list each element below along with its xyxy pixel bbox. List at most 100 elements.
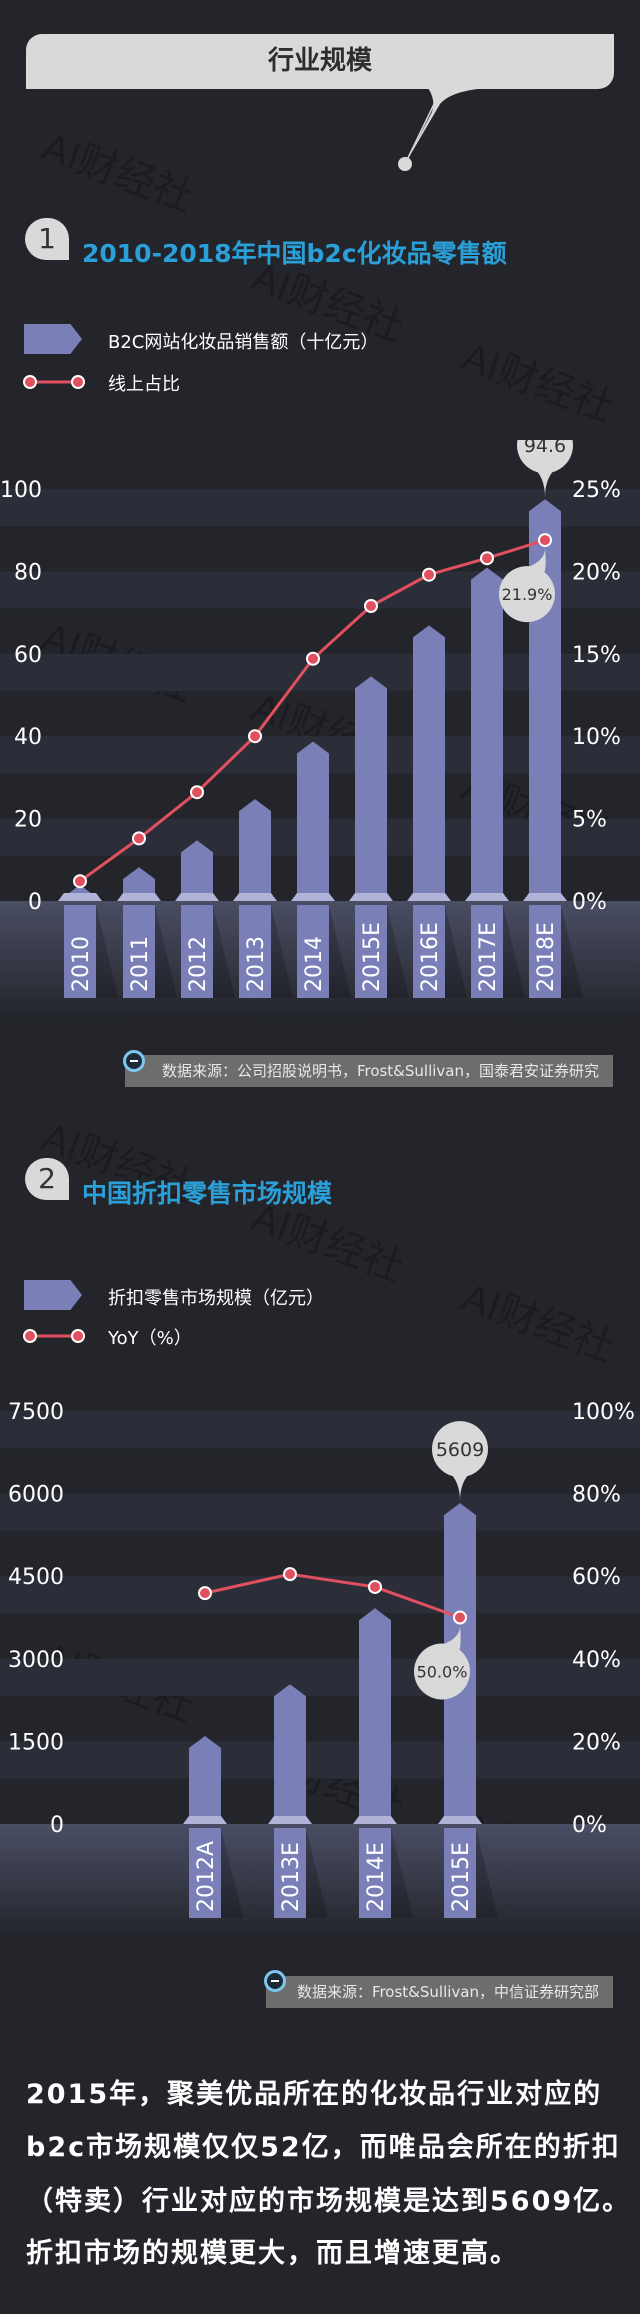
callout-pointer xyxy=(517,548,546,575)
line-point xyxy=(453,1610,467,1625)
data-source-note: 数据来源：公司招股说明书，Frost&Sullivan，国泰君安证券研究 xyxy=(125,1055,613,1087)
callout-pointer xyxy=(448,1471,472,1502)
line-point xyxy=(364,599,378,614)
x-label-box xyxy=(359,1828,391,1918)
bar-label-shadow xyxy=(503,905,525,998)
legend-line-swatch xyxy=(23,1329,85,1343)
x-label-box xyxy=(444,1828,476,1918)
x-label-box xyxy=(297,905,329,998)
y-left-tick-label: 1500 xyxy=(8,1730,64,1755)
legend-bar-label: B2C网站化妆品销售额（十亿元） xyxy=(108,332,379,353)
y-right-tick-label: 5% xyxy=(572,808,607,833)
bar-base xyxy=(291,893,335,901)
y-right-tick-label: 60% xyxy=(572,1565,621,1590)
line-point xyxy=(283,1567,297,1582)
bar-base xyxy=(268,1816,312,1824)
chart-b2c-cosmetics: 0 20 40 60 80 100 0% 5% 10% 15% 20% 25% 2010 2011 2012… xyxy=(0,440,640,1018)
x-label-box xyxy=(123,905,155,998)
callout-bubble xyxy=(517,440,573,474)
bar-label-shadow xyxy=(476,1828,498,1918)
x-label-box xyxy=(64,905,96,998)
y-right-tick-label: 40% xyxy=(572,1648,621,1673)
bar-base xyxy=(523,893,567,901)
bar-label-shadow xyxy=(96,905,118,998)
x-label-box xyxy=(413,905,445,998)
bar-base xyxy=(438,1816,482,1824)
grid-band xyxy=(0,1741,640,1779)
section-title: 中国折扣零售市场规模 xyxy=(82,1179,333,1208)
section-title: 2010-2018年中国b2c化妆品零售额 xyxy=(82,239,507,268)
y-right-tick-label: 20% xyxy=(572,560,621,585)
x-tick-label: 2010 xyxy=(69,936,94,992)
callout-bubble xyxy=(499,566,555,623)
bar-base xyxy=(407,893,451,901)
x-tick-label: 2013 xyxy=(244,936,269,992)
bar-base xyxy=(349,893,393,901)
bar-value-label: 94.6 xyxy=(524,440,566,457)
legend-bar-label: 折扣零售市场规模（亿元） xyxy=(108,1288,324,1309)
page-title: 行业规模 xyxy=(267,46,372,76)
x-label-box xyxy=(189,1828,221,1918)
summary-line: 2015年，聚美优品所在的化妆品行业对应的 xyxy=(26,2079,603,2110)
y-right-tick-label: 100% xyxy=(572,1400,635,1425)
bar xyxy=(297,741,329,901)
x-tick-label: 2013E xyxy=(279,1842,304,1912)
bar-base xyxy=(58,893,102,901)
watermark: AI财经社 xyxy=(455,1275,620,1371)
bar xyxy=(413,625,445,901)
callout-bubble xyxy=(414,1643,470,1700)
callout-bubble xyxy=(432,1421,488,1478)
axis-base-band xyxy=(0,1824,640,1938)
bar-base xyxy=(175,893,219,901)
bar xyxy=(189,1736,221,1824)
bar-label-shadow xyxy=(306,1828,328,1918)
y-right-tick-label: 25% xyxy=(572,478,621,503)
y-right-tick-label: 0% xyxy=(572,1813,607,1838)
bar-label-shadow xyxy=(445,905,467,998)
y-left-tick-label: 60 xyxy=(14,643,42,668)
x-tick-label: 2017E xyxy=(476,922,501,992)
data-source-note: 数据来源：Frost&Sullivan，中信证券研究部 xyxy=(266,1976,613,2008)
x-tick-label: 2011 xyxy=(128,936,153,992)
callout-pointer xyxy=(533,467,557,498)
line-point xyxy=(73,874,87,889)
y-right-tick-label: 80% xyxy=(572,1483,621,1508)
line-series xyxy=(204,1572,461,1619)
line-point xyxy=(198,1586,212,1601)
grid-band xyxy=(0,1658,640,1696)
y-left-tick-label: 20 xyxy=(14,808,42,833)
x-tick-label: 2014 xyxy=(302,936,327,992)
legend-line-label: 线上占比 xyxy=(108,374,180,395)
minus-circle-icon xyxy=(123,1050,145,1072)
bar xyxy=(181,840,213,901)
header-bubble xyxy=(26,34,614,89)
line-point xyxy=(538,533,552,548)
legend-line-label: YoY（%） xyxy=(108,1328,192,1349)
bar xyxy=(471,567,503,901)
y-right-tick-label: 15% xyxy=(572,643,621,668)
y-left-tick-label: 7500 xyxy=(8,1400,64,1425)
y-right-tick-label: 20% xyxy=(572,1730,621,1755)
x-tick-label: 2014E xyxy=(364,1842,389,1912)
bar xyxy=(274,1684,306,1824)
bar-label-shadow xyxy=(387,905,409,998)
line-point xyxy=(422,567,436,582)
x-tick-label: 2012A xyxy=(194,1841,219,1912)
bar-base xyxy=(465,893,509,901)
y-left-tick-label: 40 xyxy=(14,725,42,750)
minus-circle-icon xyxy=(264,1970,286,1992)
bar-label-shadow xyxy=(213,905,235,998)
x-label-box xyxy=(471,905,503,998)
x-tick-label: 2012 xyxy=(186,936,211,992)
x-tick-label: 2018E xyxy=(534,922,559,992)
x-tick-label: 2015E xyxy=(360,922,385,992)
x-tick-label: 2015E xyxy=(449,1842,474,1912)
bubble-dot-icon xyxy=(398,157,412,171)
header-bubble-tail xyxy=(398,88,490,171)
legend-bar-swatch xyxy=(24,324,82,354)
callout-pointer xyxy=(432,1625,461,1652)
line-point xyxy=(368,1579,382,1594)
grid-band xyxy=(0,1493,640,1531)
legend-line-swatch xyxy=(23,375,85,389)
